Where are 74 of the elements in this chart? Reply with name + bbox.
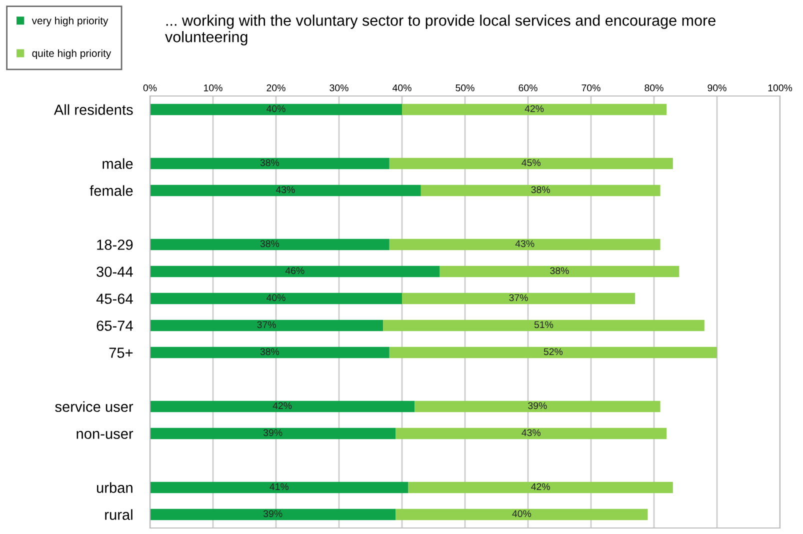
data-label: 42% (272, 402, 292, 410)
chart-title: ... working with the voluntary sector to provide local services and encourage more volunteering (165, 14, 716, 46)
x-tick-label: 100% (768, 84, 792, 92)
bar (414, 400, 660, 412)
data-label: 38% (260, 240, 280, 248)
data-label: 42% (524, 105, 544, 112)
y-tick-label: male (102, 158, 133, 169)
x-tick-label: 30% (330, 84, 348, 92)
data-label: 51% (534, 321, 554, 328)
bar (150, 508, 396, 520)
x-tick-label: 40% (392, 84, 412, 92)
y-tick-label: female (90, 185, 133, 196)
bar (150, 346, 390, 358)
bar (150, 104, 402, 116)
data-label: 37% (257, 321, 276, 328)
x-tick-label: 70% (582, 84, 600, 92)
bar (150, 482, 408, 494)
x-tick-label: 0% (143, 84, 157, 92)
y-tick-label: rural (105, 509, 132, 520)
bar (150, 292, 402, 304)
bar (150, 238, 390, 250)
y-tick-label: non-user (76, 430, 134, 439)
y-tick-label: 30-44 (96, 266, 133, 277)
x-tick-label: 10% (204, 84, 222, 92)
data-label: 39% (263, 510, 282, 518)
bar (150, 158, 390, 170)
bar (389, 158, 673, 170)
data-label: 52% (544, 348, 563, 356)
y-tick-label: 18-29 (97, 240, 133, 250)
y-tick-label: 75+ (109, 348, 133, 358)
bar (150, 266, 440, 278)
bar (150, 428, 396, 440)
data-label: 42% (531, 483, 550, 490)
data-label: 38% (531, 186, 550, 194)
bar (389, 238, 660, 250)
data-label: 45% (522, 159, 541, 166)
x-tick-label: 20% (266, 84, 286, 92)
y-tick-label: service user (55, 401, 134, 412)
bar (408, 482, 673, 494)
y-tick-label: All residents (54, 104, 133, 115)
x-tick-label: 60% (518, 84, 538, 92)
data-label: 38% (260, 348, 280, 356)
data-label: 40% (512, 510, 532, 518)
data-label: 40% (266, 105, 286, 112)
bar (420, 184, 660, 196)
bar (402, 292, 636, 304)
data-label: 43% (276, 186, 295, 194)
data-label: 38% (260, 159, 280, 166)
y-tick-label: 45-64 (96, 294, 133, 304)
data-label: 46% (285, 267, 304, 274)
bar (150, 320, 384, 332)
y-tick-label: urban (96, 482, 132, 493)
bar (150, 400, 415, 412)
bar (150, 184, 421, 196)
data-label: 40% (266, 294, 286, 302)
data-label: 41% (270, 483, 289, 490)
data-label: 43% (515, 240, 534, 248)
legend-label: quite high priority (32, 49, 112, 60)
data-label: 43% (522, 429, 541, 436)
data-label: 37% (509, 294, 528, 302)
data-label: 39% (263, 429, 282, 436)
x-tick-label: 90% (708, 84, 726, 92)
data-label: 38% (550, 267, 569, 274)
legend-label: very high priority (32, 16, 108, 26)
x-tick-label: 80% (644, 84, 664, 92)
bar (440, 266, 680, 278)
data-label: 39% (528, 402, 547, 410)
bar (402, 104, 667, 116)
bar (396, 428, 667, 440)
bar (383, 320, 704, 332)
bar (396, 508, 648, 520)
x-tick-label: 50% (456, 84, 474, 92)
bar (389, 346, 717, 358)
y-tick-label: 65-74 (96, 320, 133, 331)
